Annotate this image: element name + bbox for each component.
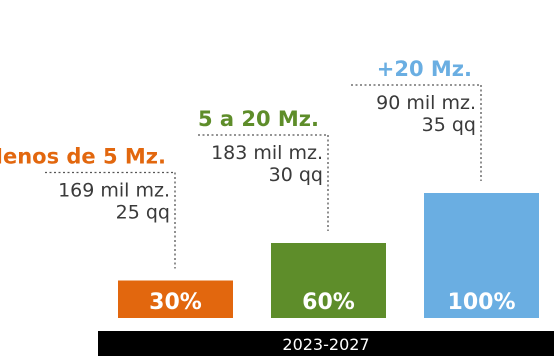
bar-value-label: 60% <box>302 290 355 315</box>
category-label: 5 a 20 Mz. <box>198 107 319 131</box>
category-note: 25 qq <box>116 202 170 224</box>
bar-value-label: 100% <box>448 290 516 315</box>
category-note: 183 mil mz. <box>211 142 323 164</box>
bar-3 <box>424 193 539 318</box>
bar-value-label: 30% <box>149 290 202 315</box>
category-note: 90 mil mz. <box>376 92 476 114</box>
category-note: 35 qq <box>422 114 476 136</box>
bar-1 <box>118 280 233 318</box>
category-note: 30 qq <box>269 164 323 186</box>
category-label: Menos de 5 Mz. <box>0 145 166 169</box>
period-label: 2023-2027 <box>282 335 369 354</box>
category-note: 169 mil mz. <box>58 180 170 202</box>
bar-2 <box>271 243 386 318</box>
period-band <box>98 331 554 356</box>
category-label: +20 Mz. <box>377 57 472 81</box>
